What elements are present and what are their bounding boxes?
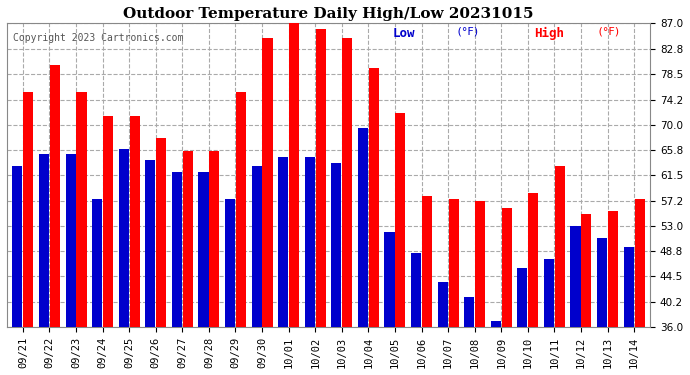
Bar: [289, 24, 299, 327]
Bar: [23, 92, 33, 327]
Text: (°F): (°F): [595, 27, 620, 36]
Bar: [305, 158, 315, 327]
Bar: [555, 166, 565, 327]
Bar: [358, 128, 368, 327]
Bar: [518, 267, 527, 327]
Bar: [209, 152, 219, 327]
Bar: [571, 226, 580, 327]
Bar: [77, 92, 86, 327]
Bar: [236, 92, 246, 327]
Bar: [103, 116, 113, 327]
Bar: [635, 199, 644, 327]
Bar: [130, 116, 139, 327]
Bar: [342, 38, 353, 327]
Bar: [172, 172, 182, 327]
Bar: [39, 154, 49, 327]
Bar: [368, 68, 379, 327]
Bar: [491, 321, 501, 327]
Bar: [183, 152, 193, 327]
Bar: [262, 38, 273, 327]
Bar: [384, 232, 395, 327]
Bar: [437, 282, 448, 327]
Bar: [92, 199, 102, 327]
Bar: [422, 196, 432, 327]
Bar: [50, 65, 60, 327]
Bar: [608, 211, 618, 327]
Bar: [544, 259, 554, 327]
Bar: [199, 172, 208, 327]
Bar: [225, 199, 235, 327]
Bar: [475, 201, 485, 327]
Bar: [464, 297, 474, 327]
Text: High: High: [534, 27, 564, 40]
Bar: [12, 166, 23, 327]
Bar: [411, 253, 421, 327]
Bar: [582, 214, 591, 327]
Bar: [315, 30, 326, 327]
Bar: [331, 164, 342, 327]
Title: Outdoor Temperature Daily High/Low 20231015: Outdoor Temperature Daily High/Low 20231…: [124, 7, 534, 21]
Bar: [624, 247, 633, 327]
Bar: [66, 154, 76, 327]
Text: Copyright 2023 Cartronics.com: Copyright 2023 Cartronics.com: [13, 33, 184, 43]
Bar: [252, 166, 262, 327]
Bar: [448, 199, 459, 327]
Bar: [597, 238, 607, 327]
Bar: [278, 158, 288, 327]
Bar: [119, 148, 129, 327]
Text: (°F): (°F): [454, 27, 478, 36]
Bar: [146, 160, 155, 327]
Bar: [529, 193, 538, 327]
Bar: [502, 208, 512, 327]
Bar: [156, 138, 166, 327]
Bar: [395, 113, 406, 327]
Text: Low: Low: [393, 27, 415, 39]
